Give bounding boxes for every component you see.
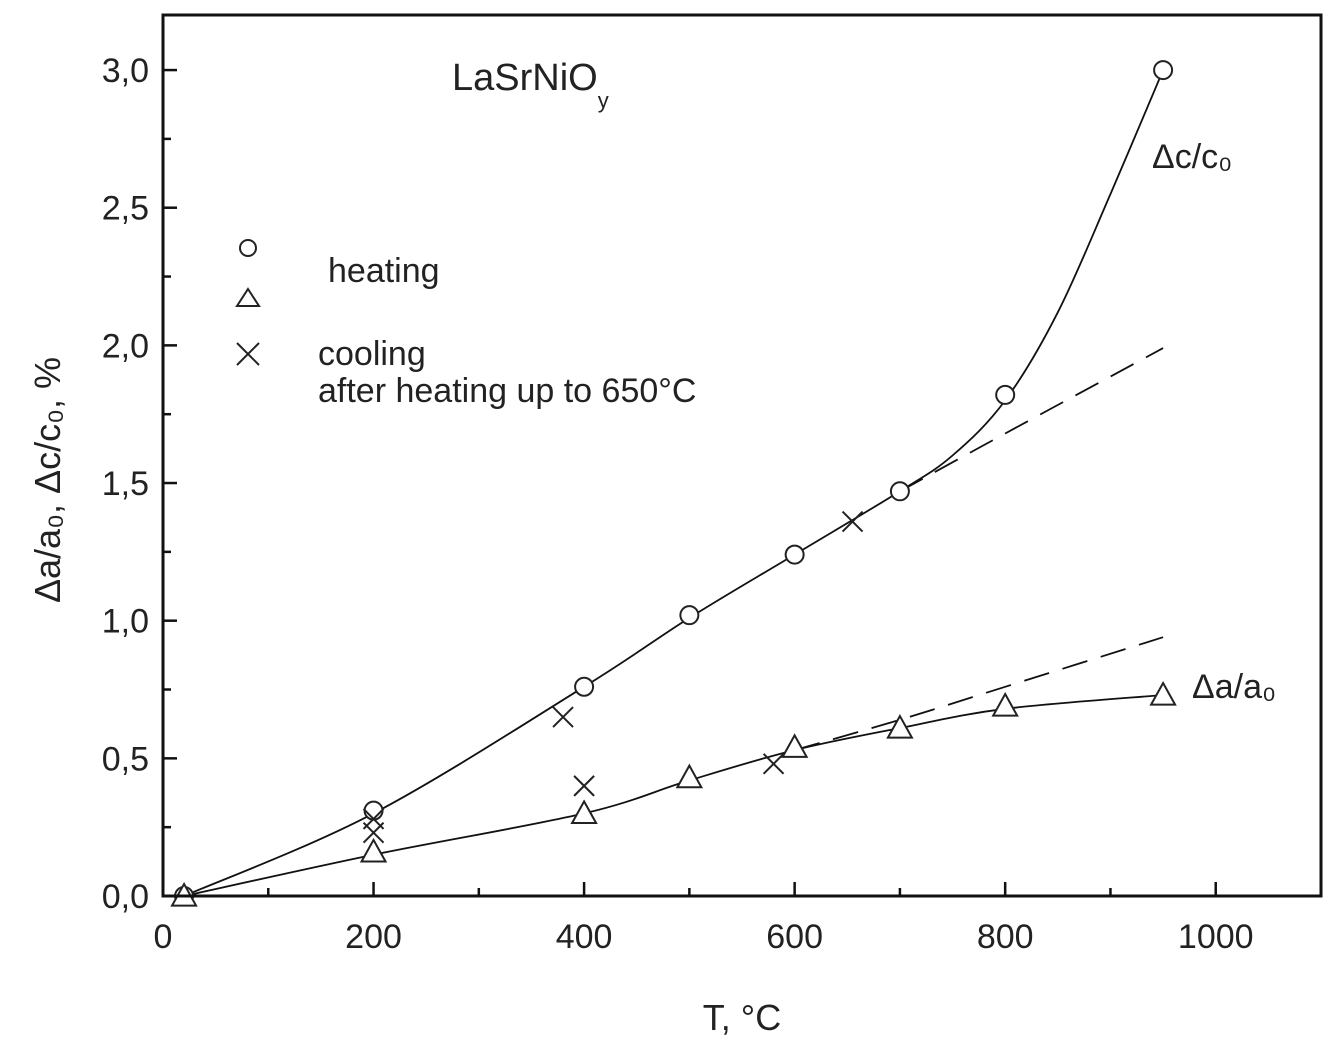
y-tick-label: 0,0	[102, 878, 149, 916]
triangle-point	[991, 691, 1019, 717]
y-tick-label: 3,0	[102, 52, 149, 90]
x-tick-label: 800	[977, 918, 1034, 956]
fit-curve-0	[183, 69, 1164, 897]
cross-point	[552, 706, 574, 728]
legend: heating cooling after heating up to 650°…	[235, 239, 696, 410]
extrapolation-line-2	[899, 347, 1164, 493]
x-tick-label: 400	[556, 918, 613, 956]
legend-label-heating: heating	[328, 252, 440, 290]
x-tick-label: 200	[345, 918, 402, 956]
circle-point	[363, 800, 384, 821]
cross-point	[841, 510, 864, 533]
y-tick-label: 0,5	[102, 740, 149, 778]
axis-ticks	[161, 68, 1217, 898]
circle-point	[679, 605, 700, 626]
cross-point	[762, 753, 785, 775]
x-tick-label: 0	[154, 918, 173, 956]
legend-triangle-marker	[235, 287, 261, 307]
x-tick-label: 1000	[1178, 918, 1254, 956]
tick-labels: 0 200 400 600 800 1000 0,0 0,5 1,0 1,5 2,0 2,5 3,0	[102, 52, 1254, 956]
legend-label-cooling: cooling	[318, 335, 426, 373]
y-tick-label: 1,5	[102, 465, 149, 503]
triangle-point	[359, 837, 388, 863]
chart-title: LaSrNiOy	[452, 57, 609, 113]
triangle-point	[675, 763, 704, 789]
fit-curve-1	[183, 694, 1164, 897]
circle-point	[995, 384, 1016, 405]
triangle-point	[570, 799, 598, 825]
chart-title-subscript: y	[598, 88, 609, 113]
data-markers	[170, 60, 1177, 907]
circle-point	[784, 544, 805, 565]
circle-point	[1153, 60, 1174, 81]
fit-curves	[183, 69, 1164, 897]
legend-note: after heating up to 650°C	[318, 372, 696, 410]
circle-point	[574, 676, 595, 697]
legend-circle-marker	[239, 239, 257, 257]
y-tick-label: 2,0	[102, 327, 149, 365]
y-axis-title: Δa/a₀, Δc/c₀, %	[27, 357, 68, 603]
chart-title-main: LaSrNiO	[452, 57, 598, 99]
cross-point	[573, 775, 595, 797]
y-tick-label: 1,0	[102, 603, 149, 641]
circle-point	[889, 481, 910, 502]
y-tick-label: 2,5	[102, 190, 149, 228]
series-label-da-a0: Δa/a₀	[1192, 668, 1276, 706]
x-axis-title: T, °C	[703, 997, 781, 1038]
triangle-point	[886, 714, 914, 739]
series-label-dc-c0: Δc/c₀	[1152, 138, 1232, 176]
x-tick-label: 600	[766, 918, 823, 956]
cross-point	[362, 821, 385, 844]
extrapolation-line-3	[794, 636, 1164, 751]
triangle-point	[1149, 680, 1177, 706]
plot-frame	[161, 13, 1323, 898]
triangle-point	[780, 733, 809, 758]
legend-cross-marker	[236, 342, 260, 366]
